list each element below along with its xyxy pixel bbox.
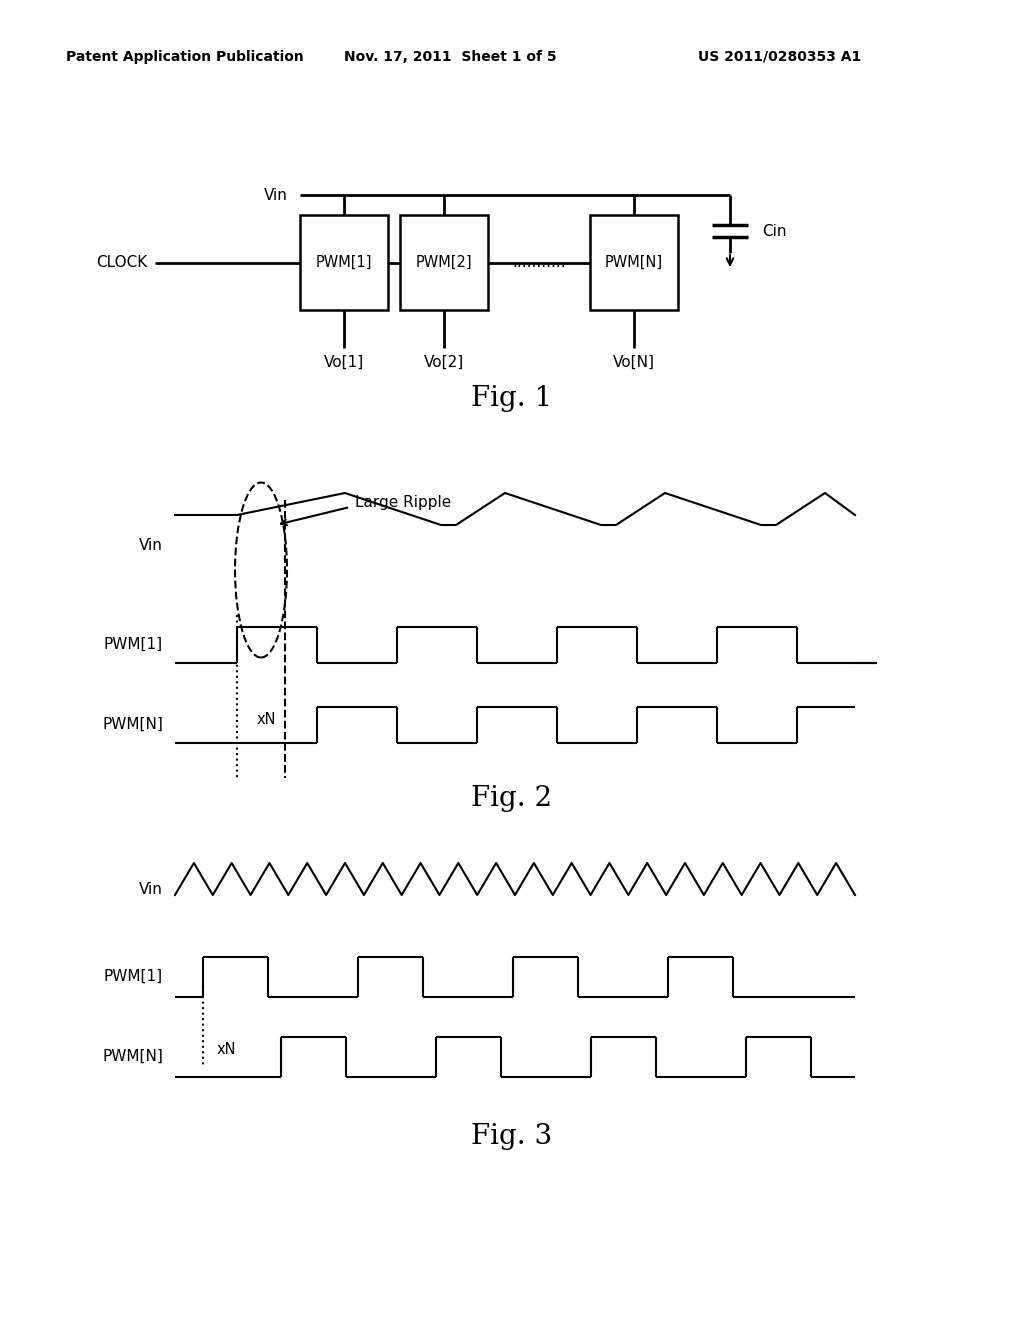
Text: PWM[1]: PWM[1]	[103, 969, 163, 983]
Text: Vin: Vin	[139, 537, 163, 553]
Bar	[590, 215, 678, 310]
Bar	[400, 215, 488, 310]
Text: Vin: Vin	[264, 187, 288, 202]
Text: PWM[1]: PWM[1]	[315, 255, 373, 271]
Text: Patent Application Publication: Patent Application Publication	[67, 50, 304, 63]
Text: PWM[N]: PWM[N]	[102, 717, 163, 731]
Text: Fig. 3: Fig. 3	[471, 1123, 553, 1151]
Text: PWM[1]: PWM[1]	[103, 636, 163, 652]
Text: Fig. 1: Fig. 1	[471, 384, 553, 412]
Text: xN: xN	[217, 1041, 237, 1056]
Text: PWM[N]: PWM[N]	[605, 255, 664, 271]
Text: Cin: Cin	[762, 223, 786, 239]
Bar	[300, 215, 388, 310]
Text: Vo[2]: Vo[2]	[424, 355, 464, 370]
Text: Vin: Vin	[139, 883, 163, 898]
Text: Large Ripple: Large Ripple	[355, 495, 452, 510]
Text: US 2011/0280353 A1: US 2011/0280353 A1	[698, 50, 861, 63]
Text: Nov. 17, 2011  Sheet 1 of 5: Nov. 17, 2011 Sheet 1 of 5	[344, 50, 556, 63]
Text: xN: xN	[257, 711, 276, 726]
Text: PWM[N]: PWM[N]	[102, 1048, 163, 1064]
Text: Vo[1]: Vo[1]	[324, 355, 365, 370]
Text: Vo[N]: Vo[N]	[613, 355, 655, 370]
Text: Fig. 2: Fig. 2	[471, 784, 553, 812]
Text: CLOCK: CLOCK	[96, 255, 147, 271]
Text: ...........: ...........	[512, 255, 566, 271]
Text: PWM[2]: PWM[2]	[416, 255, 472, 271]
